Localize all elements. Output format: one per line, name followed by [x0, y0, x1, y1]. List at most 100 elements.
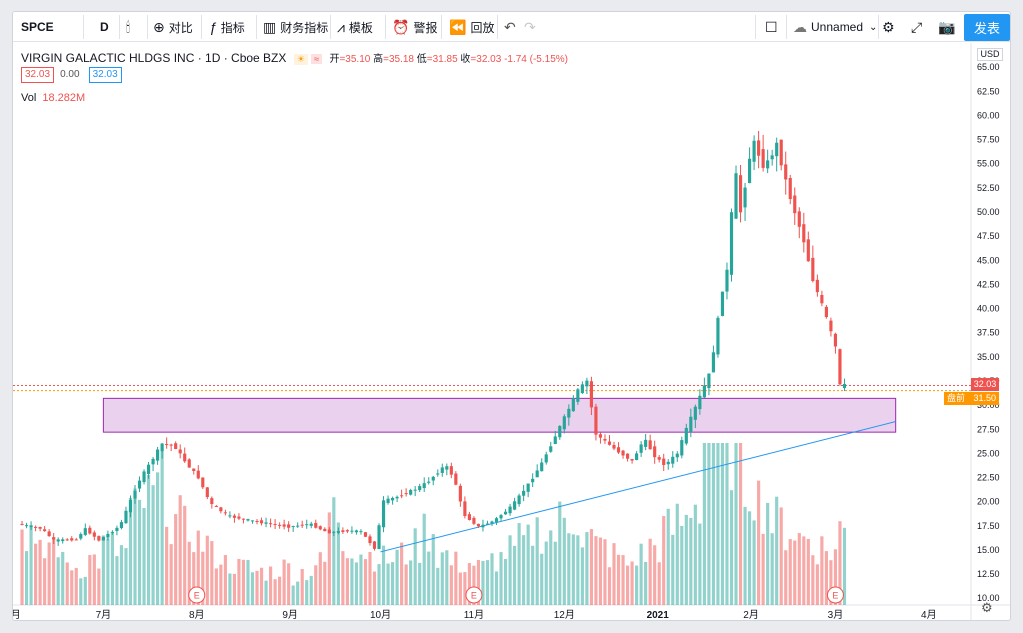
candle-body — [79, 534, 83, 539]
currency-badge[interactable]: USD — [977, 48, 1003, 61]
close-label: 收 — [460, 54, 471, 65]
candle-body — [738, 175, 743, 213]
candle-body — [165, 443, 169, 445]
candle-body — [644, 439, 648, 447]
volume-bar — [675, 503, 679, 605]
volume-bar — [422, 513, 426, 605]
financials-button[interactable]: ▥ 财务指标 — [263, 12, 328, 42]
y-tick-label: 45.00 — [977, 255, 1000, 265]
candle-body — [142, 471, 146, 483]
candle-body — [29, 525, 33, 528]
candle-body — [766, 160, 770, 169]
candle-body — [585, 380, 589, 387]
candle-body — [675, 453, 679, 458]
candle-body — [540, 462, 544, 472]
candle-body — [494, 518, 499, 523]
templates-button[interactable]: ⩘ 模板 — [337, 12, 373, 42]
candle-body — [268, 523, 273, 525]
candle-body — [74, 539, 78, 541]
layout-menu[interactable]: ☁ Unnamed ⌄ — [793, 12, 877, 42]
candle-body — [137, 480, 142, 489]
volume-bar — [549, 530, 553, 605]
candle-body — [156, 449, 160, 461]
replay-button[interactable]: ⏪ 回放 — [449, 12, 494, 42]
candle-body — [187, 459, 191, 468]
fullscreen-button[interactable]: ⤢ — [911, 12, 926, 42]
redo-button[interactable]: ↷ — [524, 12, 540, 42]
volume-bar — [377, 564, 381, 605]
candle-body — [757, 140, 761, 156]
candle-body — [445, 466, 449, 470]
volume-bar — [616, 554, 621, 605]
volume-legend: Vol 18.282M — [21, 92, 85, 104]
redo-icon: ↷ — [524, 18, 536, 35]
publish-button[interactable]: 发表 — [964, 14, 1010, 41]
volume-bar — [738, 443, 743, 605]
earnings-marker — [465, 586, 483, 604]
volume-bar — [29, 524, 33, 605]
volume-bar — [436, 567, 440, 605]
volume-bar — [259, 567, 264, 605]
camera-icon: 📷 — [938, 18, 956, 35]
axis-settings-gear[interactable]: ⚙ — [981, 600, 993, 616]
candle-body — [725, 269, 729, 292]
indicators-button[interactable]: ƒ 指标 — [209, 12, 245, 42]
candle-body — [625, 453, 630, 459]
candle-body — [454, 473, 458, 485]
candle-body — [824, 306, 828, 318]
volume-bar — [291, 585, 295, 605]
settings-button[interactable]: ⚙ — [882, 12, 899, 42]
volume-bar — [142, 508, 146, 605]
ask-price[interactable]: 32.03 — [88, 67, 122, 83]
y-tick-label: 20.00 — [977, 497, 1000, 507]
volume-bar — [273, 579, 277, 605]
fullscreen-select-button[interactable]: ☐ — [765, 12, 782, 42]
undo-button[interactable]: ↶ — [504, 12, 520, 42]
candle-body — [467, 514, 471, 521]
volume-bar — [779, 507, 783, 605]
volume-bar — [815, 564, 819, 605]
compare-label: 对比 — [168, 20, 193, 35]
premarket-price-label: 盘前 31.50 — [944, 392, 999, 405]
candle-body — [481, 524, 485, 528]
compare-button[interactable]: ⊕ 对比 — [153, 12, 193, 42]
volume-bar — [639, 543, 643, 605]
candle-body — [743, 187, 747, 208]
volume-bar — [454, 551, 458, 605]
volume-bar — [603, 539, 607, 605]
candle-body — [24, 525, 29, 527]
volume-bar — [657, 562, 661, 605]
symbol-search[interactable]: SPCE — [21, 20, 54, 34]
candle-body — [775, 142, 779, 157]
candle-body — [363, 532, 368, 537]
price-chart[interactable]: 10.00 12.50 15.00 17.50 20.00 22.50 25.00 27.50… — [13, 43, 1011, 621]
volume-bar — [404, 564, 408, 605]
y-tick-label: 25.00 — [977, 448, 1000, 458]
top-toolbar: SPCE D 🕯 ⊕ 对比 ƒ 指标 ▥ 财务指标 ⩘ 模板 ⏰ 警报 ⏪ 回放 ↶ ↷ ☐… — [13, 12, 1010, 42]
chart-window: SPCE D 🕯 ⊕ 对比 ƒ 指标 ▥ 财务指标 ⩘ 模板 ⏰ 警报 ⏪ 回放 ↶ ↷ ☐… — [12, 11, 1011, 621]
volume-bar — [793, 540, 797, 605]
interval-selector[interactable]: D — [100, 20, 109, 34]
candle-body — [404, 493, 408, 495]
candle-body — [327, 529, 331, 534]
volume-bar — [513, 545, 517, 605]
bid-price[interactable]: 32.03 — [21, 67, 55, 83]
open-label: 开 — [329, 54, 340, 65]
volume-bar — [205, 535, 209, 605]
candle-body — [52, 537, 56, 540]
snapshot-button[interactable]: 📷 — [938, 12, 959, 42]
candle-body — [621, 450, 625, 456]
candle-body — [372, 541, 377, 549]
volume-bar — [282, 559, 286, 605]
candle-body — [716, 317, 720, 355]
volume-bar — [729, 490, 734, 605]
y-tick-label: 40.00 — [977, 304, 1000, 314]
candle-body — [666, 461, 670, 465]
y-tick-label: 47.50 — [977, 231, 1000, 241]
candle-body — [598, 434, 603, 438]
volume-bar — [65, 562, 69, 605]
volume-bar — [476, 559, 481, 605]
candle-style-button[interactable]: 🕯 — [126, 12, 134, 42]
candle-body — [449, 466, 453, 475]
alert-button[interactable]: ⏰ 警报 — [392, 12, 437, 42]
